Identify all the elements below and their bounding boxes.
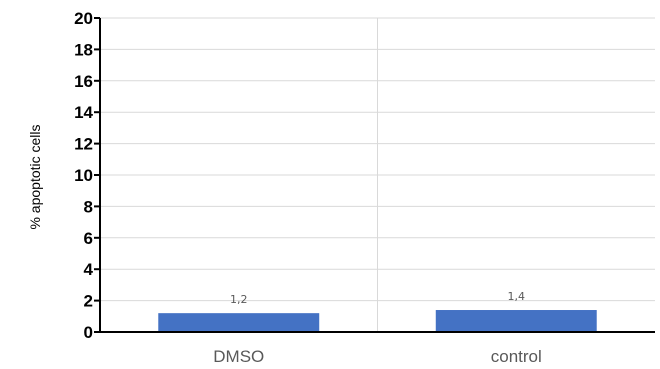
bar-control [435,310,597,332]
bar-dmso [158,313,320,332]
y-tick-label-16: 16 [74,72,93,91]
y-axis-ticks: 0 2 4 6 8 10 12 14 16 18 20 [74,9,100,342]
y-tick-label-6: 6 [84,229,93,248]
y-tick-label-2: 2 [84,292,93,311]
y-tick-label-12: 12 [74,135,93,154]
y-tick-label-0: 0 [84,323,93,342]
bars [158,310,597,332]
data-label-control: 1,4 [508,290,526,303]
y-axis-title: % apoptotic cells [27,124,43,229]
gridlines [100,17,655,332]
data-label-dmso: 1,2 [230,293,248,306]
y-tick-label-10: 10 [74,166,93,185]
y-tick-label-14: 14 [74,103,93,122]
category-label-control: control [491,347,542,366]
y-tick-label-8: 8 [84,197,93,216]
category-label-dmso: DMSO [213,347,264,366]
y-tick-label-4: 4 [84,260,94,279]
y-tick-label-20: 20 [74,9,93,28]
y-tick-label-18: 18 [74,40,93,59]
category-labels: DMSO control [213,347,542,366]
data-labels: 1,2 1,4 [230,290,525,306]
